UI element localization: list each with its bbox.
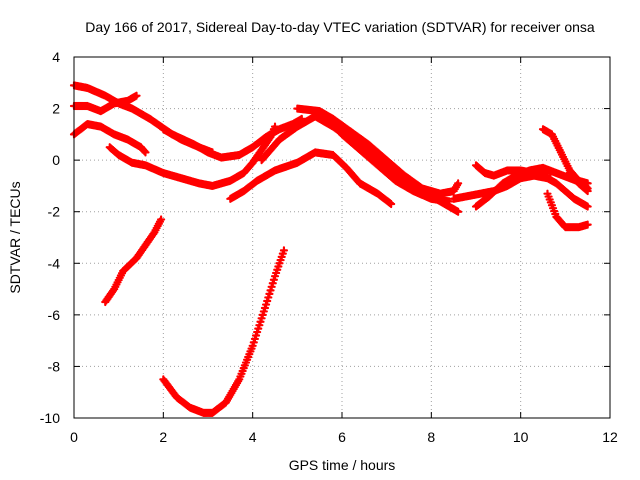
y-tick-label: -4 [48, 255, 61, 271]
x-tick-label: 4 [249, 429, 257, 445]
series-trace-5 [105, 122, 280, 191]
series-trace-11 [159, 246, 289, 417]
data-point [208, 148, 217, 157]
series-trace-9 [311, 112, 463, 216]
data-point [454, 179, 463, 188]
plot-frame [73, 56, 611, 419]
data-point [157, 215, 166, 224]
y-tick-label: -2 [48, 204, 61, 220]
x-tick-label: 12 [602, 429, 618, 445]
data-point [583, 202, 592, 211]
data-point [583, 220, 592, 229]
data-point [141, 148, 150, 157]
y-tick-label: -8 [48, 358, 61, 374]
series-trace-14 [471, 161, 552, 180]
data-point [543, 171, 552, 180]
series-trace-2 [69, 91, 141, 116]
x-tick-label: 6 [338, 429, 346, 445]
y-tick-label: 2 [52, 101, 60, 117]
data-point [132, 91, 141, 100]
y-tick-label: 4 [52, 49, 60, 65]
data-point [583, 186, 592, 196]
series-trace-3 [159, 125, 217, 157]
y-tick-label: -6 [48, 307, 61, 323]
x-tick-label: 8 [427, 429, 435, 445]
series-trace-4 [69, 119, 150, 157]
y-axis-label: SDTVAR / TECUs [7, 181, 23, 293]
series-trace-6 [226, 148, 396, 209]
data-point [387, 199, 396, 209]
x-axis-label: GPS time / hours [289, 457, 396, 473]
series-trace-16 [543, 189, 592, 232]
y-tick-label: 0 [52, 152, 60, 168]
series-trace-17 [565, 168, 592, 196]
data-point [454, 207, 463, 216]
x-tick-label: 2 [159, 429, 167, 445]
y-tick-label: -10 [40, 410, 60, 426]
data-point [279, 246, 289, 255]
data-series [69, 81, 592, 417]
chart-title: Day 166 of 2017, Sidereal Day-to-day VTE… [85, 19, 595, 35]
x-tick-label: 10 [513, 429, 529, 445]
data-point [270, 122, 280, 131]
series-trace-10 [101, 215, 166, 307]
data-point [583, 179, 592, 188]
x-tick-label: 0 [70, 429, 78, 445]
